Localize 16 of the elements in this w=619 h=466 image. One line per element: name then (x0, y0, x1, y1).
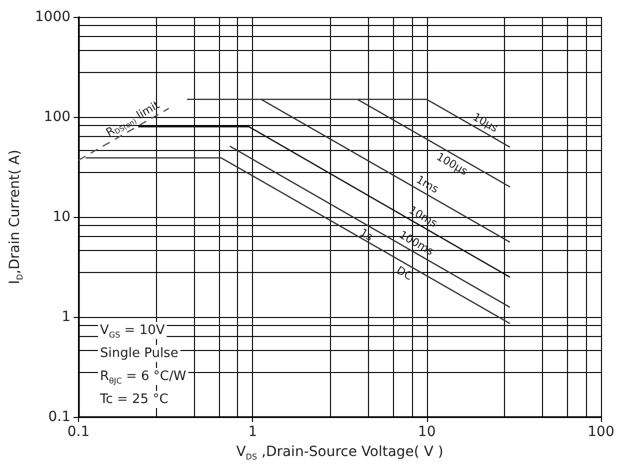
x-tick-label: 1 (248, 424, 258, 440)
x-tick-label: 10 (418, 424, 436, 440)
y-tick-label: 10 (52, 209, 71, 225)
y-tick-label: 1000 (34, 9, 71, 25)
text: 10µs (470, 110, 500, 136)
y-tick-label: 1 (62, 309, 71, 325)
text: 1ms (414, 172, 442, 196)
y-tick-label: 0.1 (48, 409, 71, 425)
annotation: Tc = 25 °C (99, 392, 168, 407)
annotation: Single Pulse (100, 346, 178, 361)
y-axis-title: ID,Drain Current( A) (7, 150, 24, 284)
y-tick-label: 100 (44, 109, 71, 125)
x-tick-label: 100 (588, 424, 614, 440)
annotation: 1s (358, 226, 376, 244)
text: DC (394, 264, 415, 284)
x-tick-label: 0.1 (67, 424, 90, 440)
